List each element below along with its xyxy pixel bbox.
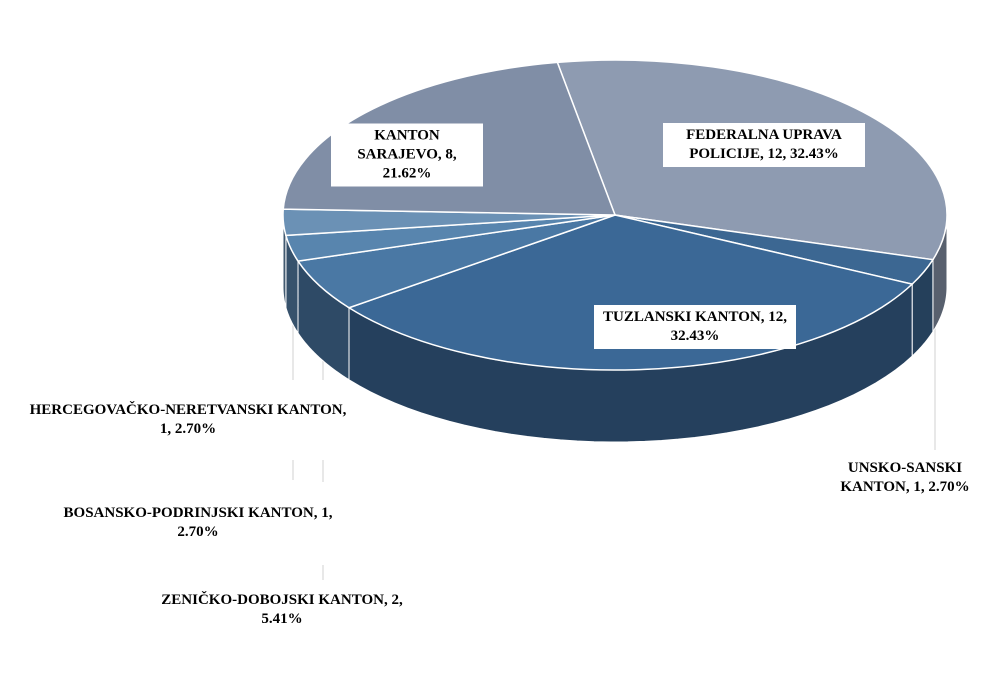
slice-label: ZENIČKO-DOBOJSKI KANTON, 2, 5.41% [161,592,403,627]
slice-label: TUZLANSKI KANTON, 12, 32.43% [594,305,796,349]
slice-label: BOSANSKO-PODRINJSKI KANTON, 1, 2.70% [63,505,333,540]
slice-label: UNSKO-SANSKI KANTON, 1, 2.70% [840,460,970,495]
slice-label: FEDERALNA UPRAVA POLICIJE, 12, 32.43% [663,123,865,167]
slice-label: HERCEGOVAČKO-NERETVANSKI KANTON, 1, 2.70… [29,402,347,437]
slice-label: KANTON SARAJEVO, 8, 21.62% [331,123,483,187]
